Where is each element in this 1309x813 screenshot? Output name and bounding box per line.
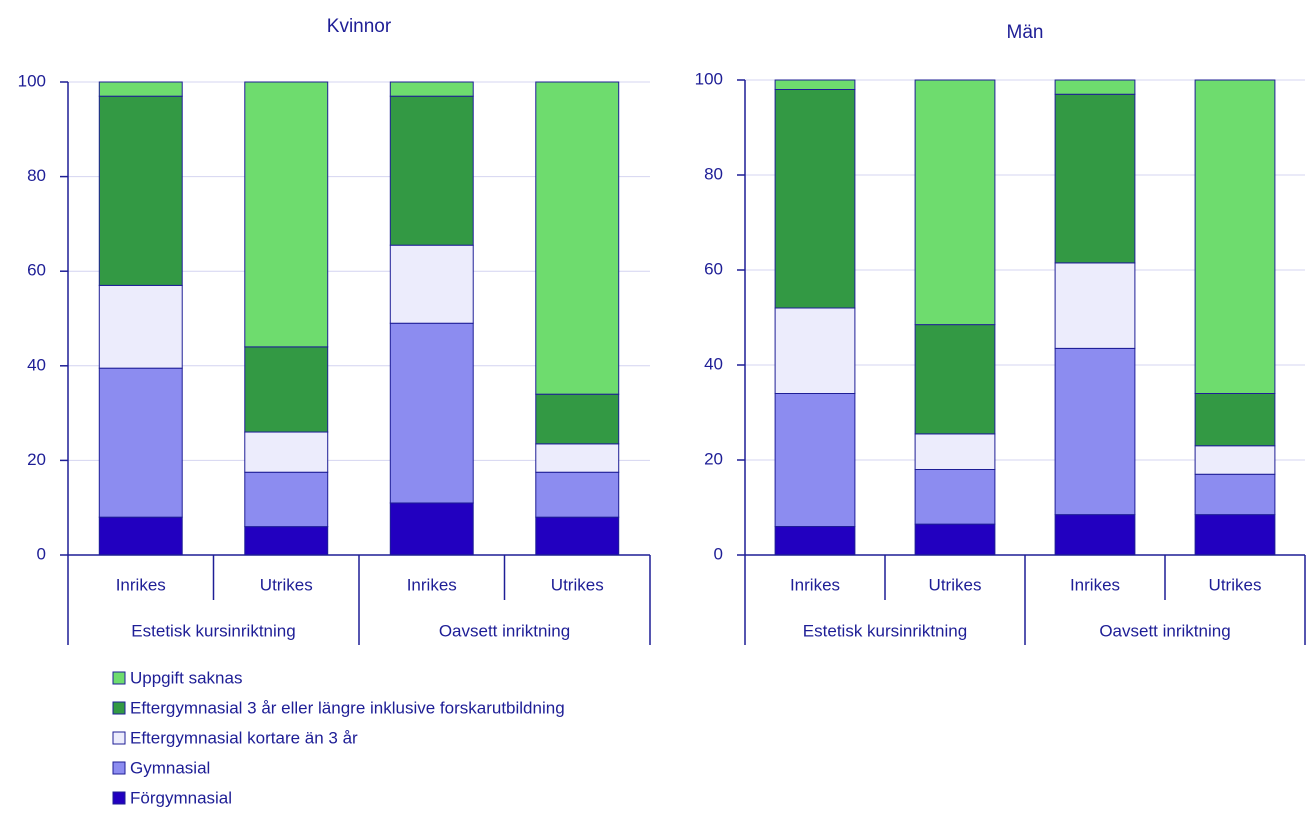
- y-tick-label: 100: [18, 71, 46, 90]
- bar-segment: [1054, 93, 1136, 264]
- group-label: Oavsett inriktning: [1099, 621, 1230, 640]
- bar-segment: [535, 471, 620, 518]
- legend-swatch: [112, 701, 126, 715]
- y-tick-label: 80: [704, 164, 723, 183]
- bar-segment: [914, 324, 996, 435]
- group-label: Oavsett inriktning: [439, 621, 570, 640]
- legend-label: Förgymnasial: [130, 788, 232, 807]
- bar-segment: [535, 393, 620, 445]
- bar-segment: [98, 81, 183, 97]
- bar-segment: [914, 433, 996, 470]
- bar-segment: [389, 95, 474, 246]
- bar-segment: [389, 502, 474, 556]
- bar-segment: [1054, 514, 1136, 556]
- bar-segment: [535, 81, 620, 395]
- legend-label: Eftergymnasial kortare än 3 år: [130, 728, 358, 747]
- y-tick-label: 0: [37, 544, 46, 563]
- x-tick-label: Utrikes: [551, 575, 604, 594]
- legend-label: Eftergymnasial 3 år eller längre inklusi…: [130, 698, 565, 717]
- bar-segment: [244, 471, 329, 528]
- chart-title: Kvinnor: [327, 16, 392, 37]
- y-tick-label: 40: [704, 354, 723, 373]
- legend-swatch: [112, 791, 126, 805]
- bar-segment: [774, 393, 856, 527]
- x-tick-label: Inrikes: [790, 575, 840, 594]
- bar-segment: [1194, 445, 1276, 475]
- bar-segment: [774, 526, 856, 556]
- bar-segment: [1054, 262, 1136, 349]
- bar-segment: [914, 469, 996, 525]
- legend-swatch: [112, 671, 126, 685]
- bar-segment: [244, 81, 329, 348]
- bar-segment: [914, 79, 996, 326]
- legend-swatch: [112, 731, 126, 745]
- bar-segment: [535, 443, 620, 473]
- chart-title: Män: [1007, 22, 1044, 43]
- bar-segment: [1194, 473, 1276, 516]
- y-tick-label: 20: [27, 450, 46, 469]
- bar-segment: [774, 307, 856, 394]
- x-tick-label: Inrikes: [1070, 575, 1120, 594]
- y-tick-label: 20: [704, 449, 723, 468]
- x-tick-label: Utrikes: [929, 575, 982, 594]
- bar-segment: [98, 95, 183, 286]
- bar-segment: [98, 516, 183, 556]
- x-tick-label: Utrikes: [260, 575, 313, 594]
- x-tick-label: Inrikes: [407, 575, 457, 594]
- y-tick-label: 0: [714, 544, 723, 563]
- bar-segment: [1054, 347, 1136, 516]
- bar-segment: [535, 516, 620, 556]
- bar-segment: [1194, 79, 1276, 394]
- bar-segment: [1194, 393, 1276, 447]
- x-tick-label: Utrikes: [1209, 575, 1262, 594]
- bar-segment: [244, 431, 329, 473]
- bar-segment: [774, 89, 856, 309]
- bar-segment: [244, 526, 329, 556]
- y-tick-label: 100: [695, 69, 723, 88]
- bar-segment: [389, 244, 474, 324]
- group-label: Estetisk kursinriktning: [803, 621, 967, 640]
- y-tick-label: 60: [704, 259, 723, 278]
- y-tick-label: 80: [27, 166, 46, 185]
- y-tick-label: 60: [27, 261, 46, 280]
- legend-swatch: [112, 761, 126, 775]
- bar-segment: [98, 284, 183, 369]
- x-tick-label: Inrikes: [116, 575, 166, 594]
- bar-segment: [774, 79, 856, 90]
- bar-segment: [1194, 514, 1276, 556]
- bar-segment: [914, 523, 996, 556]
- bar-segment: [389, 81, 474, 97]
- bar-segment: [1054, 79, 1136, 95]
- bar-segment: [389, 322, 474, 504]
- y-tick-label: 40: [27, 355, 46, 374]
- legend-label: Uppgift saknas: [130, 668, 242, 687]
- group-label: Estetisk kursinriktning: [131, 621, 295, 640]
- legend-label: Gymnasial: [130, 758, 210, 777]
- bar-segment: [244, 346, 329, 433]
- bar-segment: [98, 367, 183, 518]
